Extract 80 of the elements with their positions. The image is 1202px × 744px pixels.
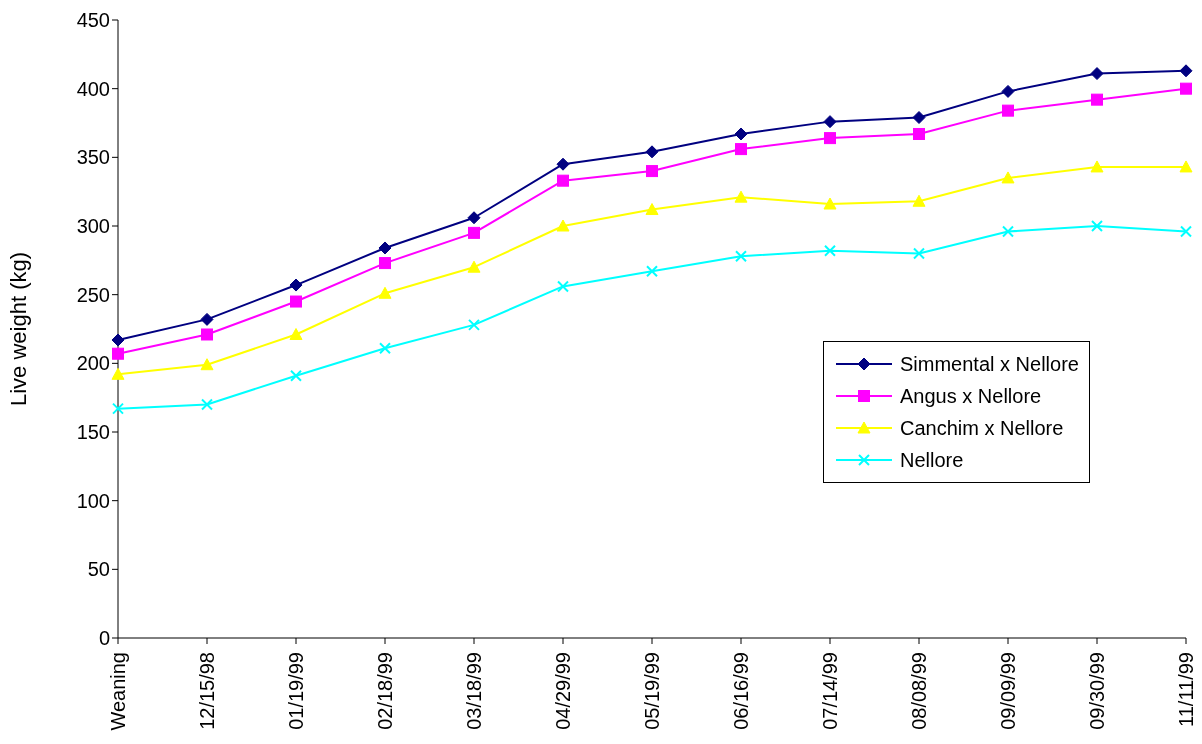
point	[1091, 220, 1103, 232]
point	[645, 203, 659, 216]
x-tick-label: 04/29/99	[552, 652, 574, 730]
point	[556, 219, 570, 232]
point	[557, 174, 569, 187]
y-axis-title: Live weight (kg)	[5, 251, 31, 407]
point	[467, 260, 481, 273]
legend-label: Angus x Nellore	[900, 384, 1042, 408]
point	[1179, 64, 1193, 78]
x-tick-label: 06/16/99	[730, 652, 752, 730]
x-tick-label: 01/19/99	[285, 652, 307, 730]
x-tick-label: 05/19/99	[641, 652, 663, 730]
point	[1180, 225, 1192, 238]
point	[111, 367, 125, 380]
point	[734, 127, 748, 141]
point	[824, 244, 836, 257]
point	[290, 369, 302, 382]
point	[645, 145, 659, 159]
point	[823, 115, 837, 129]
x-tick-label: 09/30/99	[1086, 652, 1108, 730]
point	[913, 127, 925, 140]
x-tick-label: 07/14/99	[819, 652, 841, 730]
point	[824, 132, 836, 145]
y-tick-label: 150	[76, 421, 110, 444]
x-tick-label: 12/15/98	[196, 652, 218, 730]
point	[467, 211, 481, 225]
x-tick-label: 02/18/99	[374, 652, 396, 730]
point	[823, 197, 837, 210]
point	[556, 157, 570, 171]
point	[200, 312, 214, 326]
point	[1001, 171, 1015, 184]
y-tick-label: 250	[76, 283, 110, 306]
point	[646, 265, 658, 278]
point	[734, 190, 748, 203]
point	[200, 358, 214, 371]
point	[912, 111, 926, 125]
legend-label: Canchim x Nellore	[900, 416, 1064, 440]
x-tick-label: 08/08/99	[908, 652, 930, 730]
point	[111, 333, 125, 347]
point	[735, 250, 747, 263]
y-tick-label: 350	[76, 146, 110, 169]
y-tick-label: 100	[76, 489, 110, 512]
x-tick-label: 03/18/99	[463, 652, 485, 730]
point	[379, 257, 391, 270]
point	[201, 398, 213, 411]
y-tick-label: 300	[76, 215, 110, 238]
point	[468, 226, 480, 239]
point	[1001, 84, 1015, 98]
point	[201, 328, 213, 341]
point	[289, 278, 303, 292]
point	[1091, 93, 1103, 106]
point	[557, 280, 569, 293]
point	[289, 327, 303, 340]
point	[290, 295, 302, 308]
y-tick-label: 400	[76, 77, 110, 100]
x-tick-label: 11/11/99	[1175, 652, 1197, 727]
point	[1090, 160, 1104, 173]
y-tick-label: 0	[98, 627, 110, 650]
point	[379, 342, 391, 355]
point	[112, 402, 124, 415]
point	[1002, 104, 1014, 117]
y-tick-label: 200	[76, 352, 110, 375]
point	[1090, 67, 1104, 81]
legend-label: Simmental x Nellore	[900, 352, 1079, 376]
y-tick-label: 50	[87, 558, 110, 581]
y-tick-label: 450	[76, 9, 110, 32]
point	[912, 194, 926, 207]
point	[1179, 160, 1193, 173]
point	[378, 286, 392, 299]
point	[1002, 225, 1014, 238]
x-tick-label: Weaning	[107, 652, 129, 731]
x-tick-label: 09/09/99	[997, 652, 1019, 730]
point	[646, 165, 658, 178]
point	[468, 318, 480, 331]
legend-label: Nellore	[900, 448, 964, 472]
point	[913, 247, 925, 260]
point	[735, 143, 747, 156]
point	[1180, 82, 1192, 95]
point	[378, 241, 392, 255]
point	[112, 347, 124, 360]
